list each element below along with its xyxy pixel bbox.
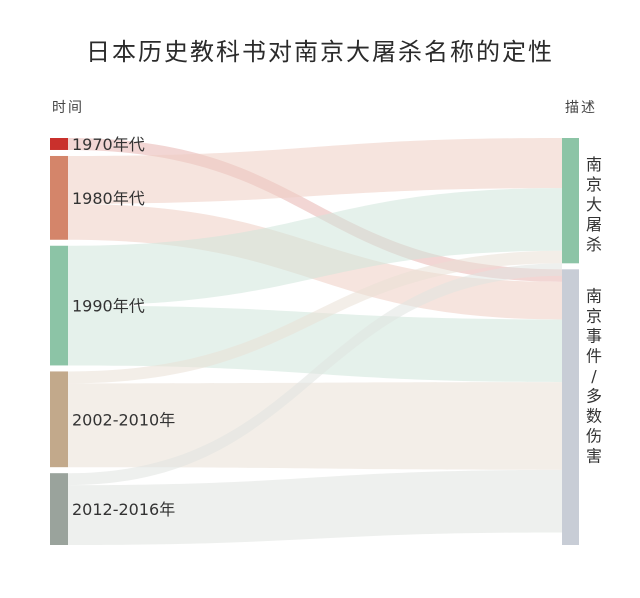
- source-label-s1990: 1990年代: [72, 297, 145, 316]
- source-node-s2002: [50, 371, 68, 468]
- left-header: 时间: [52, 100, 84, 116]
- flow-link-s1970-t2: [68, 138, 562, 282]
- source-label-s2002: 2002-2010年: [72, 410, 175, 429]
- source-label-s1970: 1970年代: [72, 135, 145, 154]
- source-node-s1970: [50, 138, 68, 150]
- flow-link-s1990-t1: [68, 188, 562, 306]
- source-label-s2012: 2012-2016年: [72, 500, 175, 519]
- target-node-t2: [562, 269, 579, 545]
- flow-link-s2002-t2: [68, 382, 562, 470]
- nodes: [50, 138, 579, 545]
- flow-link-s1980-t1: [68, 138, 562, 204]
- source-node-s1980: [50, 155, 68, 240]
- source-label-s1980: 1980年代: [72, 189, 145, 208]
- target-label-t1: 南京大屠杀: [586, 155, 602, 254]
- node-labels: 1970年代 1980年代 1990年代 2002-2010年 2012-2016年 南京…: [72, 135, 602, 519]
- source-node-s2012: [50, 473, 68, 545]
- flow-link-s2012-t1: [68, 263, 562, 486]
- source-node-s1990: [50, 245, 68, 366]
- flow-links: [68, 138, 562, 545]
- chart-title: 日本历史教科书对南京大屠杀名称的定性: [86, 38, 554, 66]
- target-node-t1: [562, 138, 579, 264]
- flow-link-s2012-t2: [68, 469, 562, 545]
- right-header: 描述: [565, 100, 597, 116]
- target-label-t2: 南京事件/多数伤害: [586, 286, 602, 465]
- flow-link-s2002-t1: [68, 250, 562, 384]
